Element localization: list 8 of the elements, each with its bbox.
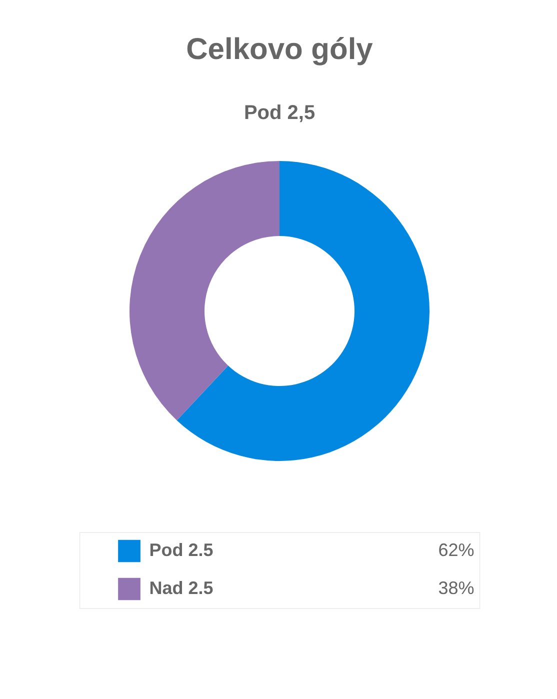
chart-title: Celkovo góly (186, 33, 373, 66)
data-label: 38% (438, 578, 474, 598)
data-label: 62% (438, 540, 474, 560)
legend-label: Pod 2.5 (148, 540, 213, 560)
legend-label: Nad 2.5 (148, 578, 213, 598)
chart-subtitle: Pod 2,5 (243, 102, 315, 124)
donut-slice (176, 161, 429, 461)
donut-slice (129, 161, 279, 420)
